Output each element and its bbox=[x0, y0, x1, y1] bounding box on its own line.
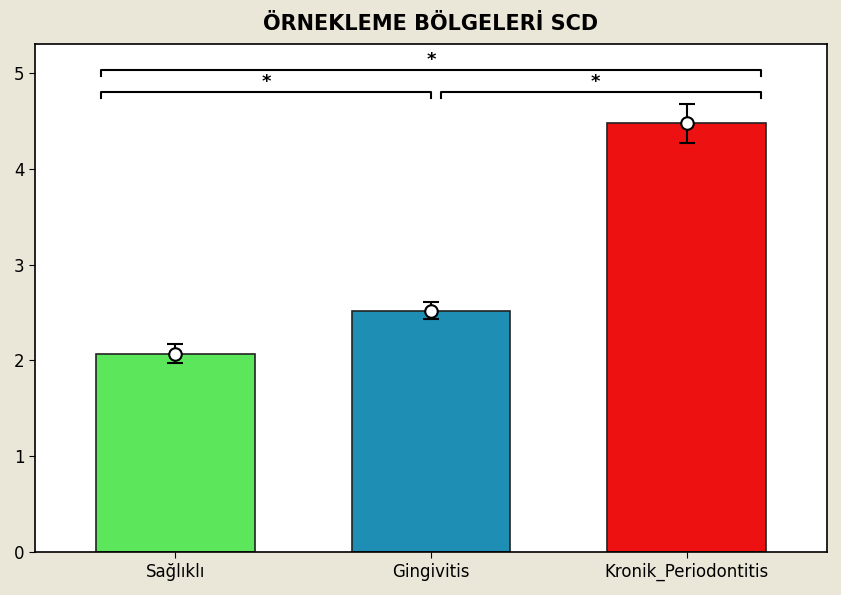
Text: *: * bbox=[591, 73, 600, 91]
Text: *: * bbox=[426, 51, 436, 69]
Bar bbox=[352, 311, 510, 552]
Bar bbox=[96, 354, 255, 552]
Text: *: * bbox=[262, 73, 271, 91]
Title: ÖRNEKLEME BÖLGELERİ SCD: ÖRNEKLEME BÖLGELERİ SCD bbox=[263, 14, 599, 34]
Bar bbox=[607, 123, 766, 552]
